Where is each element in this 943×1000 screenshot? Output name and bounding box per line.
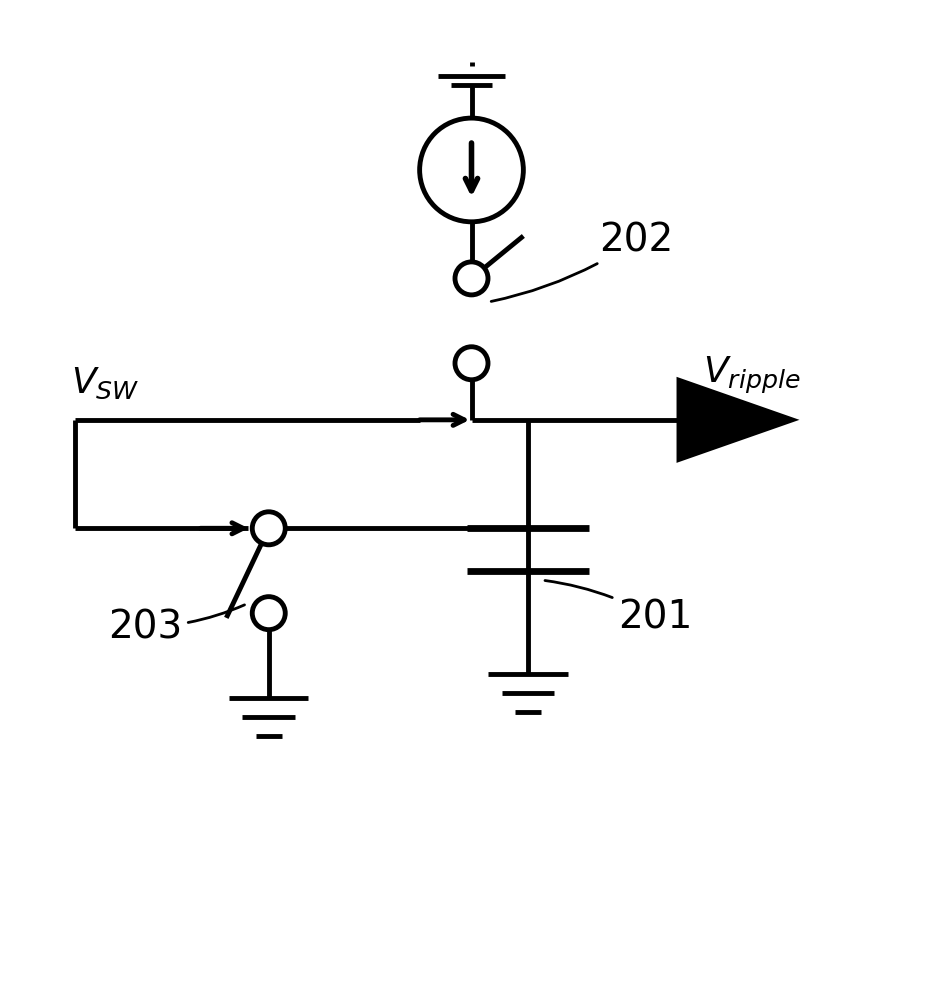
- Circle shape: [253, 597, 286, 630]
- Text: 203: 203: [108, 605, 244, 646]
- Text: $\mathit{V}_{ripple}$: $\mathit{V}_{ripple}$: [703, 355, 801, 396]
- Circle shape: [455, 262, 488, 295]
- Circle shape: [455, 347, 488, 380]
- Text: 202: 202: [491, 222, 673, 301]
- Polygon shape: [679, 380, 792, 459]
- Text: $\mathit{V}_{SW}$: $\mathit{V}_{SW}$: [71, 366, 140, 401]
- Circle shape: [420, 118, 523, 222]
- Text: 201: 201: [545, 581, 692, 637]
- Circle shape: [253, 512, 286, 545]
